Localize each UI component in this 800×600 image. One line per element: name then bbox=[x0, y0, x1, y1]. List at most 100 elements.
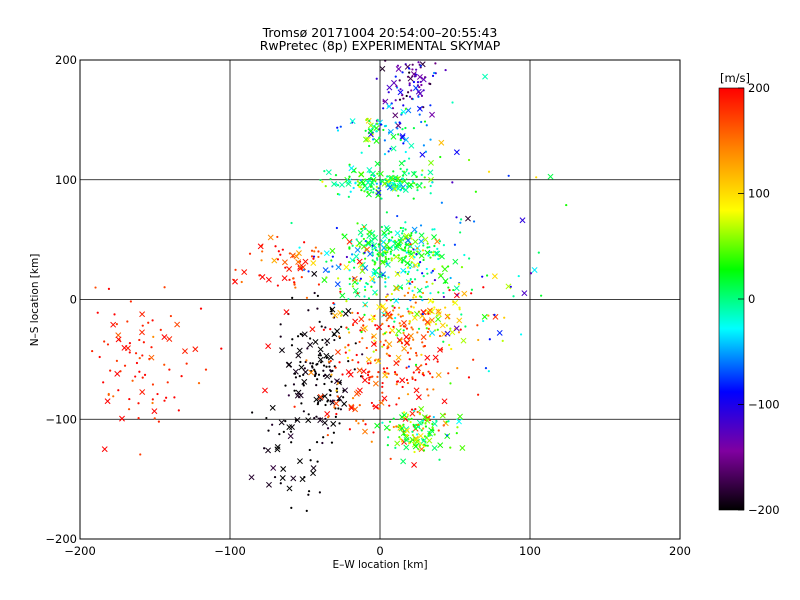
data-point bbox=[371, 244, 374, 247]
data-point bbox=[394, 121, 397, 124]
data-point bbox=[406, 266, 409, 269]
data-point bbox=[369, 177, 372, 180]
data-point bbox=[379, 340, 382, 343]
data-point-x bbox=[383, 424, 390, 431]
data-point bbox=[391, 107, 395, 110]
data-point bbox=[446, 313, 450, 317]
data-point bbox=[152, 335, 155, 338]
data-point bbox=[399, 324, 402, 328]
data-point-x bbox=[323, 250, 330, 257]
data-point bbox=[324, 403, 327, 407]
data-point bbox=[408, 282, 411, 285]
data-point-x bbox=[329, 399, 336, 406]
data-point-x bbox=[330, 420, 337, 427]
data-point bbox=[411, 280, 414, 284]
data-point bbox=[385, 299, 388, 302]
data-point bbox=[421, 421, 424, 424]
data-point bbox=[418, 413, 422, 416]
data-point bbox=[384, 281, 387, 284]
colorbar-label: [m/s] bbox=[720, 71, 750, 85]
data-point bbox=[302, 382, 305, 385]
data-point-x bbox=[346, 238, 353, 245]
data-point bbox=[458, 308, 461, 311]
data-point-x bbox=[174, 321, 181, 328]
data-point bbox=[319, 178, 322, 182]
data-point-x bbox=[416, 105, 423, 112]
data-point bbox=[303, 475, 306, 479]
data-point bbox=[413, 286, 417, 289]
data-point bbox=[151, 401, 154, 405]
data-point bbox=[260, 259, 263, 262]
data-point bbox=[431, 376, 434, 379]
data-point bbox=[468, 257, 471, 260]
data-point bbox=[442, 295, 445, 299]
data-point bbox=[265, 416, 268, 420]
data-point bbox=[109, 369, 112, 372]
data-point bbox=[401, 232, 404, 235]
data-point bbox=[437, 429, 440, 432]
data-point-x bbox=[426, 307, 433, 314]
data-point bbox=[369, 185, 373, 188]
data-point bbox=[404, 228, 407, 231]
data-point bbox=[361, 353, 364, 356]
data-point bbox=[392, 325, 395, 328]
data-point bbox=[467, 376, 471, 379]
data-point bbox=[362, 225, 366, 228]
data-point bbox=[163, 286, 166, 289]
data-point-x bbox=[317, 356, 324, 363]
data-point bbox=[372, 138, 375, 141]
data-point bbox=[94, 286, 97, 289]
data-point bbox=[416, 331, 419, 334]
data-point bbox=[487, 314, 490, 317]
data-point-x bbox=[279, 475, 286, 481]
data-point bbox=[309, 362, 312, 365]
data-point bbox=[401, 314, 404, 318]
data-point bbox=[384, 251, 387, 255]
data-point-x bbox=[342, 387, 349, 394]
data-point bbox=[427, 394, 430, 397]
data-point bbox=[138, 338, 141, 342]
data-point bbox=[378, 245, 381, 248]
data-point bbox=[169, 314, 172, 318]
data-point bbox=[339, 125, 342, 128]
data-point bbox=[400, 440, 404, 443]
data-point bbox=[401, 174, 405, 177]
data-point-x bbox=[403, 444, 410, 451]
data-point bbox=[415, 183, 418, 186]
data-point-x bbox=[453, 149, 460, 156]
data-point bbox=[384, 250, 387, 253]
data-point bbox=[365, 346, 368, 350]
data-point bbox=[408, 358, 411, 361]
data-point-x bbox=[390, 145, 397, 152]
data-point bbox=[298, 265, 301, 268]
data-point bbox=[396, 64, 400, 67]
data-point bbox=[410, 89, 413, 92]
data-point bbox=[404, 249, 407, 252]
data-point bbox=[364, 304, 367, 307]
data-point bbox=[324, 417, 327, 420]
data-point bbox=[328, 365, 331, 368]
data-point-x bbox=[429, 329, 436, 336]
data-point bbox=[368, 376, 371, 379]
data-point bbox=[381, 385, 384, 388]
data-point bbox=[166, 381, 169, 384]
data-point bbox=[355, 353, 358, 357]
data-point bbox=[141, 324, 144, 327]
data-point bbox=[382, 128, 385, 132]
data-point-x bbox=[419, 312, 426, 319]
data-point bbox=[503, 316, 506, 319]
data-point bbox=[303, 367, 306, 370]
data-point-x bbox=[422, 236, 429, 243]
data-point bbox=[397, 239, 401, 242]
data-point bbox=[128, 351, 131, 354]
data-point bbox=[416, 247, 419, 250]
data-point bbox=[436, 247, 439, 250]
data-point-x bbox=[457, 413, 463, 420]
data-point bbox=[426, 418, 429, 421]
data-point bbox=[409, 347, 412, 350]
data-point bbox=[302, 410, 305, 413]
data-point-x bbox=[391, 79, 397, 86]
data-point bbox=[470, 292, 473, 295]
data-point bbox=[431, 426, 434, 429]
data-point-x bbox=[119, 415, 125, 422]
